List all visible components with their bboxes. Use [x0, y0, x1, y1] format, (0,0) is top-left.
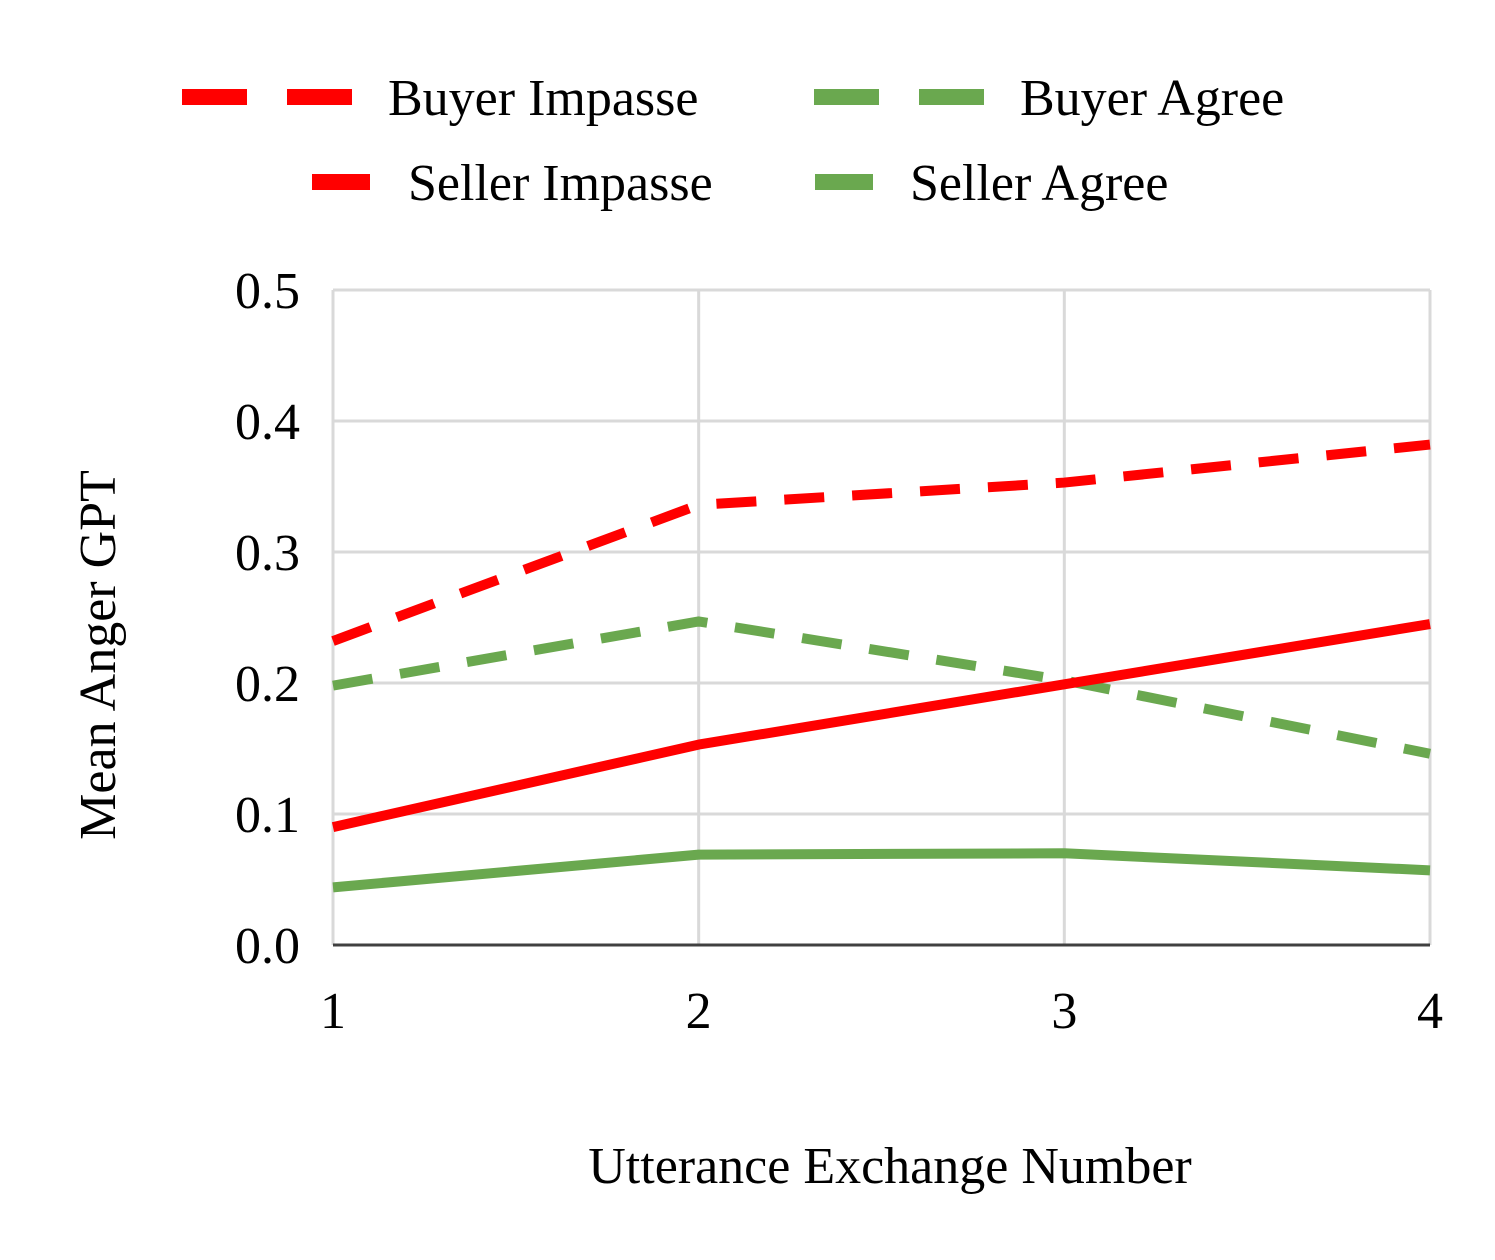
x-tick-label: 1: [320, 983, 346, 1040]
series-layer: [331, 439, 1431, 893]
x-tick-label: 4: [1417, 983, 1443, 1040]
x-axis-title: Utterance Exchange Number: [588, 1138, 1191, 1195]
legend-label-buyer-impasse: Buyer Impasse: [388, 70, 698, 127]
x-tick-label: 2: [686, 983, 712, 1040]
legend-label-seller-impasse: Seller Impasse: [408, 155, 713, 212]
y-tick-label: 0.5: [235, 263, 300, 320]
legend: Buyer Impasse Buyer Agree Seller Impasse…: [182, 70, 1284, 212]
grid: [331, 288, 1432, 945]
y-tick-label: 0.0: [235, 918, 300, 975]
y-tick-label: 0.2: [235, 656, 300, 713]
y-tick-label: 0.3: [235, 525, 300, 582]
series-line-buyer-agree: [332, 616, 1431, 759]
series-line-buyer-impasse: [331, 439, 1431, 646]
legend-label-buyer-agree: Buyer Agree: [1020, 70, 1284, 127]
legend-label-seller-agree: Seller Agree: [910, 155, 1168, 212]
y-tick-label: 0.4: [235, 394, 300, 451]
series-line-seller-agree: [332, 848, 1431, 893]
y-tick-label: 0.1: [235, 787, 300, 844]
x-tick-label: 3: [1051, 983, 1077, 1040]
y-axis-title: Mean Anger GPT: [70, 470, 127, 840]
legend-item-seller-impasse: Seller Impasse: [312, 155, 713, 212]
legend-item-buyer-impasse: Buyer Impasse: [182, 70, 698, 127]
plot-area: 0.0 0.1 0.2 0.3 0.4 0.5 1 2 3 4: [235, 263, 1443, 1040]
legend-item-buyer-agree: Buyer Agree: [814, 70, 1284, 127]
series-line-seller-impasse: [331, 619, 1431, 832]
x-tick-labels: 1 2 3 4: [320, 983, 1443, 1040]
legend-item-seller-agree: Seller Agree: [815, 155, 1168, 212]
y-tick-labels: 0.0 0.1 0.2 0.3 0.4 0.5: [235, 263, 300, 975]
